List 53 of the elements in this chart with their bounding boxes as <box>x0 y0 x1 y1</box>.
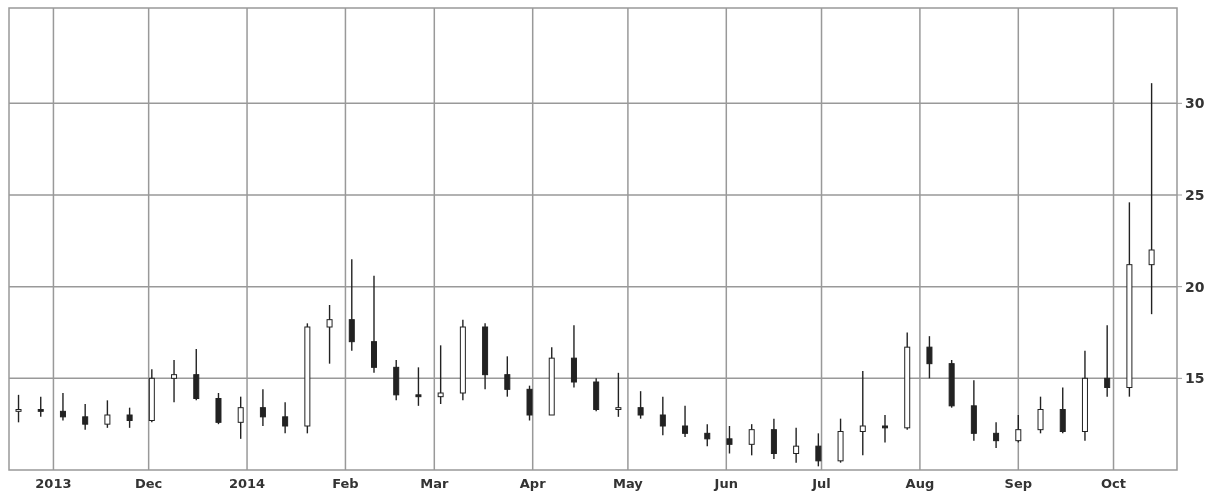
candlestick <box>926 335 933 380</box>
x-tick-label: Feb <box>332 476 359 491</box>
candlestick <box>171 359 178 403</box>
y-tick-label: 25 <box>1185 186 1205 203</box>
candlestick <box>193 348 200 402</box>
candlestick <box>748 423 755 457</box>
candlestick <box>1037 395 1044 435</box>
x-tick-label: Aug <box>905 476 935 491</box>
y-tick-label: 30 <box>1185 95 1205 112</box>
candlestick <box>659 395 666 436</box>
candlestick <box>859 370 866 457</box>
candlestick <box>348 258 355 352</box>
candlestick <box>1148 82 1155 315</box>
candlestick <box>882 414 888 444</box>
candlestick <box>415 366 422 407</box>
candlestick <box>1015 414 1022 444</box>
candlestick <box>437 344 444 405</box>
x-tick-label: Oct <box>1101 476 1127 491</box>
candlestick <box>615 372 622 418</box>
x-tick-label: 2014 <box>228 476 266 491</box>
candlestick <box>126 406 133 429</box>
candlestick <box>704 423 711 447</box>
candlestick <box>993 421 1000 449</box>
candlestick <box>637 390 644 420</box>
x-tick-label: Dec <box>134 476 163 491</box>
candlestick <box>815 432 822 468</box>
candlestick <box>570 324 577 389</box>
candlestick <box>1104 324 1111 398</box>
candlestick <box>59 392 66 422</box>
candlestick <box>104 399 111 429</box>
candlestick <box>82 403 89 431</box>
candlestick <box>259 388 266 427</box>
candlestick <box>326 304 333 365</box>
candlestick <box>504 355 511 398</box>
candlestick <box>682 405 689 438</box>
x-tick-label: Jun <box>713 476 738 491</box>
y-tick-label: 15 <box>1185 370 1205 387</box>
y-tick-label: 20 <box>1185 278 1205 295</box>
candlestick <box>770 417 777 460</box>
x-tick-label: Jul <box>811 476 831 491</box>
x-tick-label: Mar <box>420 476 449 491</box>
x-tick-label: 2013 <box>35 476 72 491</box>
candlestick <box>215 392 222 425</box>
candlestick <box>282 401 289 435</box>
x-tick-label: Apr <box>519 476 547 491</box>
x-tick-label: Sep <box>1004 476 1033 491</box>
candlestick <box>726 425 733 455</box>
candlestick <box>237 395 244 440</box>
candlestick <box>1059 386 1066 435</box>
x-tick-label: May <box>613 476 644 491</box>
candlestick <box>793 427 800 464</box>
candlestick <box>15 394 22 424</box>
candlestick <box>37 395 44 418</box>
